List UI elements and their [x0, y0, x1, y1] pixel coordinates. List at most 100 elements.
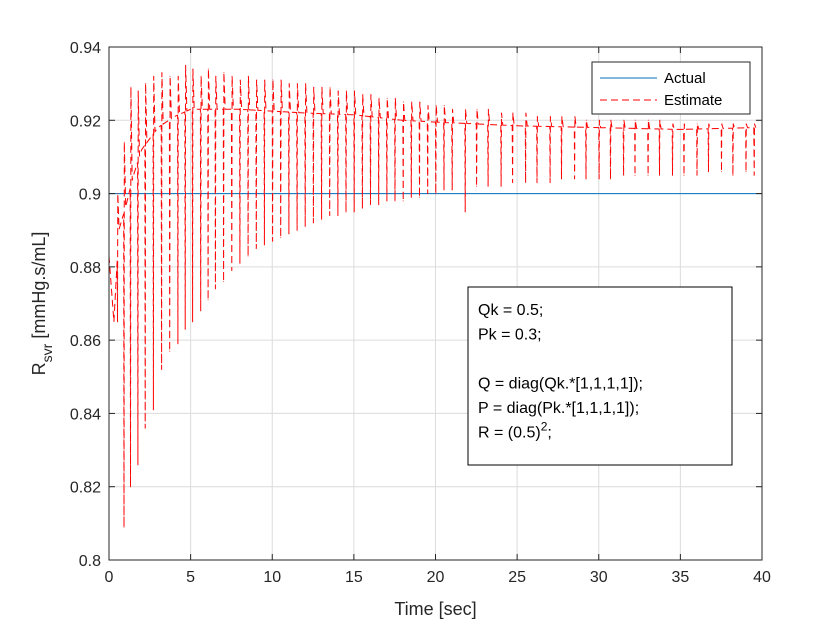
estimate-spike-max [683, 123, 685, 125]
estimate-spike-max [386, 97, 388, 99]
y-tick-label: 0.92 [70, 113, 101, 130]
estimate-spike-max [696, 123, 698, 125]
estimate-spike-min [116, 321, 119, 323]
estimate-spike-min [129, 486, 132, 488]
estimate-spike-min [683, 174, 685, 176]
estimate-spike-max [362, 94, 364, 96]
estimate-spike-max [753, 123, 756, 125]
estimate-spike-min [239, 262, 241, 264]
estimate-spike-min [137, 464, 139, 466]
estimate-spike-max [435, 105, 437, 107]
estimate-spike-min [152, 409, 155, 411]
estimate-spike-max [304, 83, 307, 85]
legend-box [591, 61, 751, 115]
estimate-spike-min [464, 211, 466, 213]
estimate-spike-max [345, 90, 347, 92]
estimate-spike-max [288, 83, 290, 85]
estimate-spike-min [263, 244, 266, 246]
estimate-spike-min [361, 207, 363, 209]
estimate-spike-max [161, 72, 163, 74]
estimate-spike-min [476, 185, 478, 187]
estimate-spike-min [634, 174, 636, 176]
y-tick-label: 0.88 [70, 260, 101, 277]
estimate-spike-max [207, 68, 210, 70]
estimate-spike-min [296, 229, 298, 231]
estimate-spike-max [745, 123, 747, 125]
estimate-spike-min [169, 350, 171, 352]
estimate-spike-max [192, 68, 194, 70]
estimate-spike-max [296, 83, 298, 85]
estimate-spike-max [144, 83, 147, 85]
estimate-spike-min [320, 218, 323, 220]
estimate-spike-min [345, 211, 347, 213]
estimate-spike-max [184, 64, 187, 66]
estimate-spike-max [476, 108, 478, 110]
estimate-spike-min [369, 203, 372, 206]
legend-entry-actual: Actual [664, 70, 706, 87]
legend: Actual Estimate [591, 61, 751, 115]
annotation-line: Qk = 0.5; [478, 302, 543, 319]
estimate-spike-min [549, 181, 551, 184]
y-tick-label: 0.8 [79, 553, 101, 570]
estimate-spike-max [634, 119, 636, 121]
estimate-spike-min [525, 181, 527, 184]
estimate-spike-max [464, 108, 467, 110]
estimate-spike-max [487, 108, 489, 110]
estimate-spike-min [500, 185, 502, 187]
estimate-spike-max [451, 108, 454, 110]
estimate-spike-max [353, 90, 356, 92]
estimate-spike-min [585, 178, 587, 180]
estimate-spike-max [598, 119, 601, 121]
estimate-spike-min [214, 288, 217, 290]
legend-entry-estimate: Estimate [664, 92, 722, 109]
estimate-spike-min [609, 178, 612, 180]
estimate-spike-min [410, 196, 412, 198]
estimate-spike-min [280, 236, 282, 239]
ticks: 0 5 10 15 20 25 30 35 40 0.8 0.82 0.84 0.86 0.88 0.9 0.… [70, 40, 771, 586]
estimate-spike-max [427, 105, 429, 107]
estimate-spike-min [560, 178, 563, 180]
estimate-spike-max [223, 72, 225, 74]
series-estimate-line [108, 65, 757, 528]
estimate-spike-min [745, 170, 747, 173]
estimate-spike-max [443, 105, 445, 107]
estimate-spike-max [732, 123, 734, 125]
estimate-spike-min [144, 427, 146, 429]
estimate-spike-max [215, 75, 217, 77]
y-axis-label-subscript: svr [39, 343, 55, 362]
estimate-spike-min [394, 200, 396, 202]
estimate-spike-max [659, 119, 661, 121]
estimate-spike-max [247, 75, 250, 77]
estimate-spike-min [732, 174, 734, 176]
estimate-spike-min [329, 214, 331, 217]
estimate-spike-min [427, 192, 429, 195]
estimate-spike-min [443, 189, 445, 191]
estimate-spike-min [658, 174, 661, 176]
x-tick-label: 15 [345, 569, 363, 586]
estimate-spike-max [280, 79, 282, 81]
estimate-spike-max [272, 79, 274, 81]
estimate-spike-max [536, 116, 538, 118]
estimate-spike-min [402, 200, 404, 202]
estimate-spike-min [160, 368, 163, 371]
y-tick-label: 0.9 [79, 187, 101, 204]
estimate-spike-min [271, 240, 274, 242]
estimate-spike-max [549, 116, 552, 118]
estimate-spike-min [223, 280, 225, 283]
y-tick-label: 0.82 [70, 480, 101, 497]
annotation-line: Q = diag(Qk.*[1,1,1,1]); [478, 376, 643, 393]
estimate-spike-min [184, 328, 186, 330]
x-tick-label: 0 [105, 569, 114, 586]
estimate-spike-max [500, 112, 503, 114]
estimate-spike-min [753, 174, 755, 176]
estimate-spike-max [585, 119, 587, 121]
estimate-spike-max [321, 86, 323, 88]
estimate-spike-max [123, 141, 125, 143]
x-tick-label: 25 [508, 569, 526, 586]
estimate-spike-max [419, 101, 421, 103]
estimate-spike-max [574, 116, 576, 118]
y-axis-label-units: [mmHg.s/mL] [29, 232, 49, 344]
x-tick-label: 10 [263, 569, 281, 586]
estimate-spike-min [207, 299, 209, 301]
